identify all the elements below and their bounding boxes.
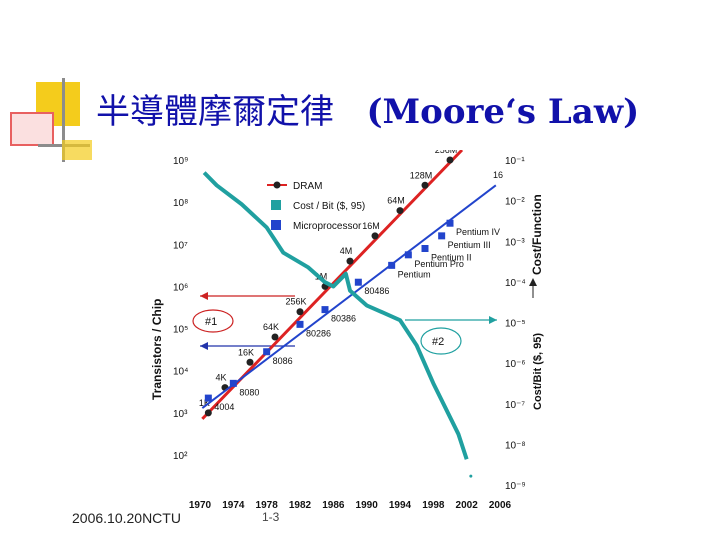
deco-vertical-line bbox=[62, 78, 65, 162]
microprocessor-point bbox=[204, 394, 212, 402]
dram-point bbox=[296, 308, 304, 316]
x-tick-label: 1986 bbox=[322, 500, 345, 511]
annotation-arrows bbox=[192, 278, 537, 355]
y-left-tick-label: 10³ bbox=[173, 409, 188, 420]
annotation-1: #1 bbox=[205, 316, 217, 328]
x-tick-label: 1978 bbox=[256, 500, 279, 511]
legend-marker bbox=[271, 220, 281, 230]
annotation-16: 16 bbox=[493, 170, 503, 180]
y-left-tick-label: 10⁵ bbox=[173, 325, 188, 336]
microprocessor-label: 80286 bbox=[306, 328, 331, 338]
microprocessor-label: Pentium IV bbox=[456, 227, 500, 237]
microprocessor-point bbox=[296, 320, 304, 328]
y-left-tick-label: 10⁸ bbox=[173, 198, 188, 209]
y-right-tick-label: 10⁻⁹ bbox=[505, 481, 526, 492]
microprocessor-label: Pentium bbox=[398, 269, 431, 279]
y-right-tick-label: 10⁻² bbox=[505, 197, 525, 208]
dram-label: 128M bbox=[410, 170, 433, 180]
slide-title: 半導體摩爾定律 (Moore‘s Law) bbox=[96, 84, 639, 133]
x-tick-label: 1982 bbox=[289, 500, 312, 511]
dram-label: 4M bbox=[340, 246, 353, 256]
title-chinese: 半導體摩爾定律 bbox=[96, 92, 334, 132]
x-tick-label: 1998 bbox=[422, 500, 445, 511]
dram-point bbox=[346, 257, 354, 265]
y-left-tick-label: 10² bbox=[173, 451, 188, 462]
microprocessor-label: Pentium II bbox=[431, 253, 472, 263]
legend-label: DRAM bbox=[293, 181, 322, 192]
microprocessor-label: 80386 bbox=[331, 314, 356, 324]
dram-point bbox=[371, 232, 379, 240]
microprocessor-point bbox=[229, 379, 237, 387]
dram-point bbox=[396, 207, 404, 215]
x-tick-label: 1994 bbox=[389, 500, 412, 511]
y-right-tick-label: 10⁻³ bbox=[505, 237, 525, 248]
y-left-tick-label: 10⁹ bbox=[173, 156, 188, 167]
footer-page-number: 1-3 bbox=[262, 510, 280, 524]
legend-label: Cost / Bit ($, 95) bbox=[293, 201, 365, 212]
y-right-tick-label: 10⁻⁶ bbox=[505, 359, 526, 370]
x-tick-label: 2002 bbox=[456, 500, 479, 511]
y-right-tick-label: 10⁻⁸ bbox=[505, 440, 526, 451]
y-left-tick-label: 10⁶ bbox=[173, 282, 188, 293]
y-right-tick-label: 10⁻⁴ bbox=[505, 278, 526, 289]
dram-label: 16K bbox=[238, 347, 254, 357]
dram-point bbox=[204, 409, 212, 417]
y-right-tick-label: 10⁻⁷ bbox=[505, 400, 525, 411]
legend-marker bbox=[271, 200, 281, 210]
x-tick-label: 2006 bbox=[489, 500, 512, 511]
dram-label: 256K bbox=[285, 297, 306, 307]
dram-label: 4K bbox=[215, 373, 226, 383]
ylabel-right-bottom: Cost/Bit ($, 95) bbox=[532, 333, 544, 410]
dram-label: 64K bbox=[263, 322, 279, 332]
microprocessor-label: 8080 bbox=[239, 387, 259, 397]
dram-point bbox=[421, 181, 429, 189]
cost-per-bit-line bbox=[202, 171, 469, 460]
dram-label: 256M bbox=[435, 150, 458, 155]
x-tick-label: 1974 bbox=[222, 500, 245, 511]
microprocessor-point bbox=[421, 245, 429, 252]
y-right-tick-label: 10⁻⁵ bbox=[505, 319, 526, 330]
ylabel-left: Transistors / Chip bbox=[150, 299, 164, 400]
microprocessor-trend-line bbox=[201, 184, 497, 409]
microprocessor-label: Pentium III bbox=[448, 240, 491, 250]
dram-point bbox=[246, 358, 254, 366]
microprocessor-point bbox=[446, 219, 454, 227]
y-left-tick-label: 10⁴ bbox=[173, 367, 188, 378]
dram-label: 64M bbox=[387, 196, 405, 206]
footer-date: 2006.10.20NCTU bbox=[72, 510, 181, 526]
microprocessor-label: 80486 bbox=[364, 286, 389, 296]
microprocessor-label: 8086 bbox=[273, 356, 293, 366]
microprocessor-label: Pentium Pro bbox=[414, 259, 464, 269]
ylabel-right-top: Cost/Function bbox=[530, 194, 544, 275]
microprocessor-point bbox=[263, 348, 271, 356]
microprocessor-point bbox=[354, 278, 362, 286]
microprocessor-point bbox=[438, 232, 446, 240]
moores-law-chart: Transistors / Chip Cost/Function Cost/Bi… bbox=[150, 150, 544, 511]
annotation-2: #2 bbox=[432, 336, 444, 348]
y-left-tick-label: 10⁷ bbox=[173, 240, 188, 251]
dram-label: 16M bbox=[362, 221, 380, 231]
x-tick-label: 1990 bbox=[356, 500, 379, 511]
deco-small-square bbox=[62, 140, 92, 160]
dram-point bbox=[271, 333, 279, 341]
dram-label: 1K bbox=[199, 398, 210, 408]
title-english: (Moore‘s Law) bbox=[366, 92, 640, 132]
microprocessor-point bbox=[404, 251, 412, 259]
legend-label: Microprocessor bbox=[293, 221, 362, 232]
legend-marker bbox=[273, 181, 281, 189]
x-tick-label: 1970 bbox=[189, 500, 212, 511]
microprocessor-label: 4004 bbox=[214, 402, 234, 412]
dram-point bbox=[446, 156, 454, 164]
cost-per-bit-dot bbox=[469, 474, 473, 478]
microprocessor-point bbox=[388, 261, 396, 269]
deco-red-square bbox=[10, 112, 54, 146]
microprocessor-point bbox=[321, 306, 329, 314]
y-right-tick-label: 10⁻¹ bbox=[505, 156, 525, 167]
